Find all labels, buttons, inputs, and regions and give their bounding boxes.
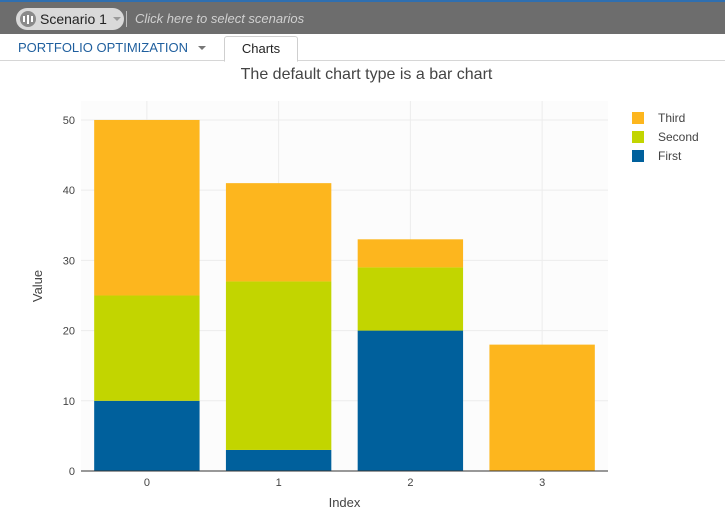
x-tick-label: 1: [276, 477, 282, 489]
bar-second-2: [357, 267, 464, 331]
bar-first-0: [94, 400, 200, 471]
y-tick-label: 0: [69, 466, 75, 478]
bar-first-2: [357, 330, 464, 471]
y-tick-label: 50: [63, 115, 75, 127]
legend-item-third[interactable]: Third: [632, 108, 699, 127]
x-tick-label: 3: [539, 477, 545, 489]
scenario-name: Scenario 1: [40, 11, 107, 27]
y-tick-label: 40: [63, 185, 75, 197]
tab-charts[interactable]: Charts: [224, 36, 298, 62]
scenario-toolbar: Scenario 1 Click here to select scenario…: [0, 0, 725, 34]
bar-second-0: [94, 295, 200, 401]
y-tick-label: 30: [63, 255, 75, 267]
legend-swatch: [632, 149, 644, 162]
bar-third-0: [94, 119, 200, 296]
bar-first-1: [225, 449, 332, 471]
bar-third-2: [357, 239, 464, 268]
legend-label: Second: [658, 129, 699, 144]
legend-label: Third: [658, 110, 686, 125]
legend-swatch: [632, 130, 644, 143]
chevron-down-icon[interactable]: [113, 17, 121, 21]
x-tick-label: 2: [407, 477, 413, 489]
view-tabbar: PORTFOLIO OPTIMIZATION Charts: [0, 34, 725, 62]
x-tick-label: 0: [144, 477, 150, 489]
legend-item-second[interactable]: Second: [632, 127, 699, 146]
scenario-icon: [20, 11, 36, 27]
chart-title: The default chart type is a bar chart: [240, 66, 493, 83]
portfolio-menu[interactable]: PORTFOLIO OPTIMIZATION: [18, 40, 188, 55]
y-axis-title: Value: [30, 270, 45, 302]
y-tick-label: 20: [63, 326, 75, 338]
bar-second-1: [225, 281, 332, 450]
scenario-selector[interactable]: Scenario 1: [16, 8, 127, 30]
chevron-down-icon[interactable]: [198, 46, 206, 50]
chart-legend: Third Second First: [632, 108, 699, 165]
bar-third-3: [489, 344, 595, 471]
scenario-divider: [126, 11, 127, 27]
y-tick-label: 10: [63, 396, 75, 408]
scenario-select-hint[interactable]: Click here to select scenarios: [135, 11, 305, 26]
legend-label: First: [658, 148, 682, 163]
legend-swatch: [632, 111, 644, 124]
bar-third-1: [225, 183, 332, 282]
legend-item-first[interactable]: First: [632, 146, 699, 165]
x-axis-title: Index: [329, 495, 361, 510]
